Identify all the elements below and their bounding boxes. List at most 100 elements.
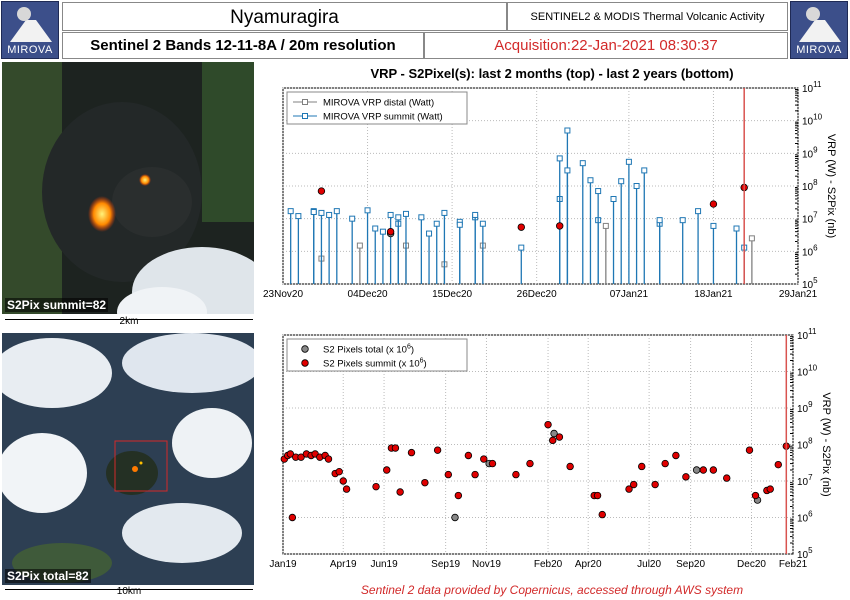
x-tick-label: Jul20 [637,559,661,570]
vrp-marker [656,217,663,224]
y-tick-label: 105 [797,546,813,561]
legend-swatch [302,113,308,119]
product-label: SENTINEL2 & MODIS Thermal Volcanic Activ… [530,11,765,23]
x-tick-label: Sep19 [431,559,460,570]
scale-label-top: 2km [119,316,139,327]
vrp-marker [733,225,740,232]
summit-pixel-marker [709,200,718,208]
vrp-marker [602,222,609,229]
summit-pixel-marker [661,459,669,468]
summit-pixel-marker [766,485,774,493]
volcano-logo-icon [10,7,52,42]
x-tick-label: Apr19 [330,559,357,570]
x-tick-label: 18Jan21 [694,289,733,300]
vrp-marker [456,221,463,228]
vrp-marker [287,208,294,215]
y-tick-label: 108 [797,437,813,452]
summit-image-graphic [2,62,254,314]
x-tick-label: Feb20 [534,559,563,570]
volcano-name-box: Nyamuragira [62,2,507,31]
y-tick-label: 105 [802,276,818,291]
volcano-logo-icon [799,7,841,42]
summit-pixel-marker [556,222,564,230]
summit-pixel-marker [454,491,463,500]
summit-pixel-marker [672,451,680,460]
vrp-marker [395,214,402,221]
summit-pixel-marker [751,491,760,500]
total-image-graphic [2,333,254,585]
y-tick-label: 108 [802,178,818,193]
scale-bar-bottom [5,589,253,590]
scale-label-bottom: 10km [116,586,142,597]
chart-title: VRP - S2Pixel(s): last 2 months (top) - … [370,66,734,81]
vrp-marker [479,220,486,227]
summit-pixel-marker [630,480,638,489]
summit-pixel-label: S2Pix summit=82 [5,298,109,312]
summit-pixel-marker [723,474,731,482]
x-tick-label: Feb21 [779,559,808,570]
summit-pixel-marker [286,450,295,458]
summit-pixel-marker [598,510,606,519]
x-tick-label: Sep20 [676,559,705,570]
mirova-logo-right: MIROVA [790,1,848,59]
product-label-box: SENTINEL2 & MODIS Thermal Volcanic Activ… [507,2,788,31]
acquisition-box: Acquisition:22-Jan-2021 08:30:37 [424,32,788,59]
vrp-marker [595,188,602,195]
legend-label: MIROVA VRP distal (Watt) [323,98,434,109]
x-tick-label: Apr20 [575,559,602,570]
summit-pixel-marker [383,466,391,474]
summit-pixel-marker [396,488,404,496]
y-tick-label: 1010 [802,113,823,128]
summit-pixel-marker [433,446,442,454]
vrp-marker [564,167,571,174]
volcano-name: Nyamuragira [230,7,339,28]
vrp-marker [472,211,479,218]
mirova-logo-left: MIROVA [1,1,59,59]
y-axis-label: VRP (W) - S2Pix (nb) [820,392,832,496]
summit-pixel-marker [517,223,525,231]
satellite-image-total: S2Pix total=82 [2,333,254,585]
summit-pixel-marker [421,478,429,487]
summit-pixel-marker [774,460,782,469]
legend: S2 Pixels total (x 106) S2 Pixels summit … [286,338,468,372]
summit-pixel-marker [372,482,380,491]
total-pixel-marker [451,513,459,522]
summit-pixel-marker [444,470,453,479]
vrp-marker [587,177,594,184]
summit-pixel-marker [386,227,395,236]
logo-label-left: MIROVA [7,44,53,56]
legend-label: MIROVA VRP summit (Watt) [323,112,443,123]
summit-pixel-marker [593,491,602,500]
summit-pixel-marker [488,459,497,468]
summit-pixel-marker [297,453,305,461]
y-axis-label: VRP (W) - S2Pix (nb) [825,134,837,238]
summit-pixel-marker [335,467,343,476]
summit-pixel-marker [471,470,479,479]
y-tick-label: 109 [802,145,818,160]
y-tick-label: 106 [797,510,813,525]
total-pixel-label: S2Pix total=82 [5,569,91,583]
footer-credit: Sentinel 2 data provided by Copernicus, … [360,583,744,597]
vrp-marker [441,209,448,216]
x-tick-label: Nov19 [472,559,501,570]
vrp-marker [372,225,379,232]
x-tick-label: 23Nov20 [263,289,303,300]
summit-pixel-marker [324,455,333,463]
vrp-marker [579,160,586,167]
vrp-marker [387,211,394,218]
vrp-marker [349,215,356,222]
vrp-marker [310,208,317,215]
vrp-marker [402,210,409,217]
vrp-marker [433,220,440,227]
x-tick-label: 29Jan21 [779,289,818,300]
legend: MIROVA VRP distal (Watt) MIROVA VRP summi… [286,91,468,125]
x-tick-label: 07Jan21 [610,289,649,300]
legend-box [286,338,468,372]
x-tick-label: Jun19 [370,559,398,570]
y-tick-label: 1010 [797,364,818,379]
summit-pixel-marker [339,477,347,485]
y-tick-label: 107 [802,211,818,226]
vrp-marker [564,127,571,134]
summit-pixel-marker [638,462,646,471]
vrp-marker [633,183,640,189]
